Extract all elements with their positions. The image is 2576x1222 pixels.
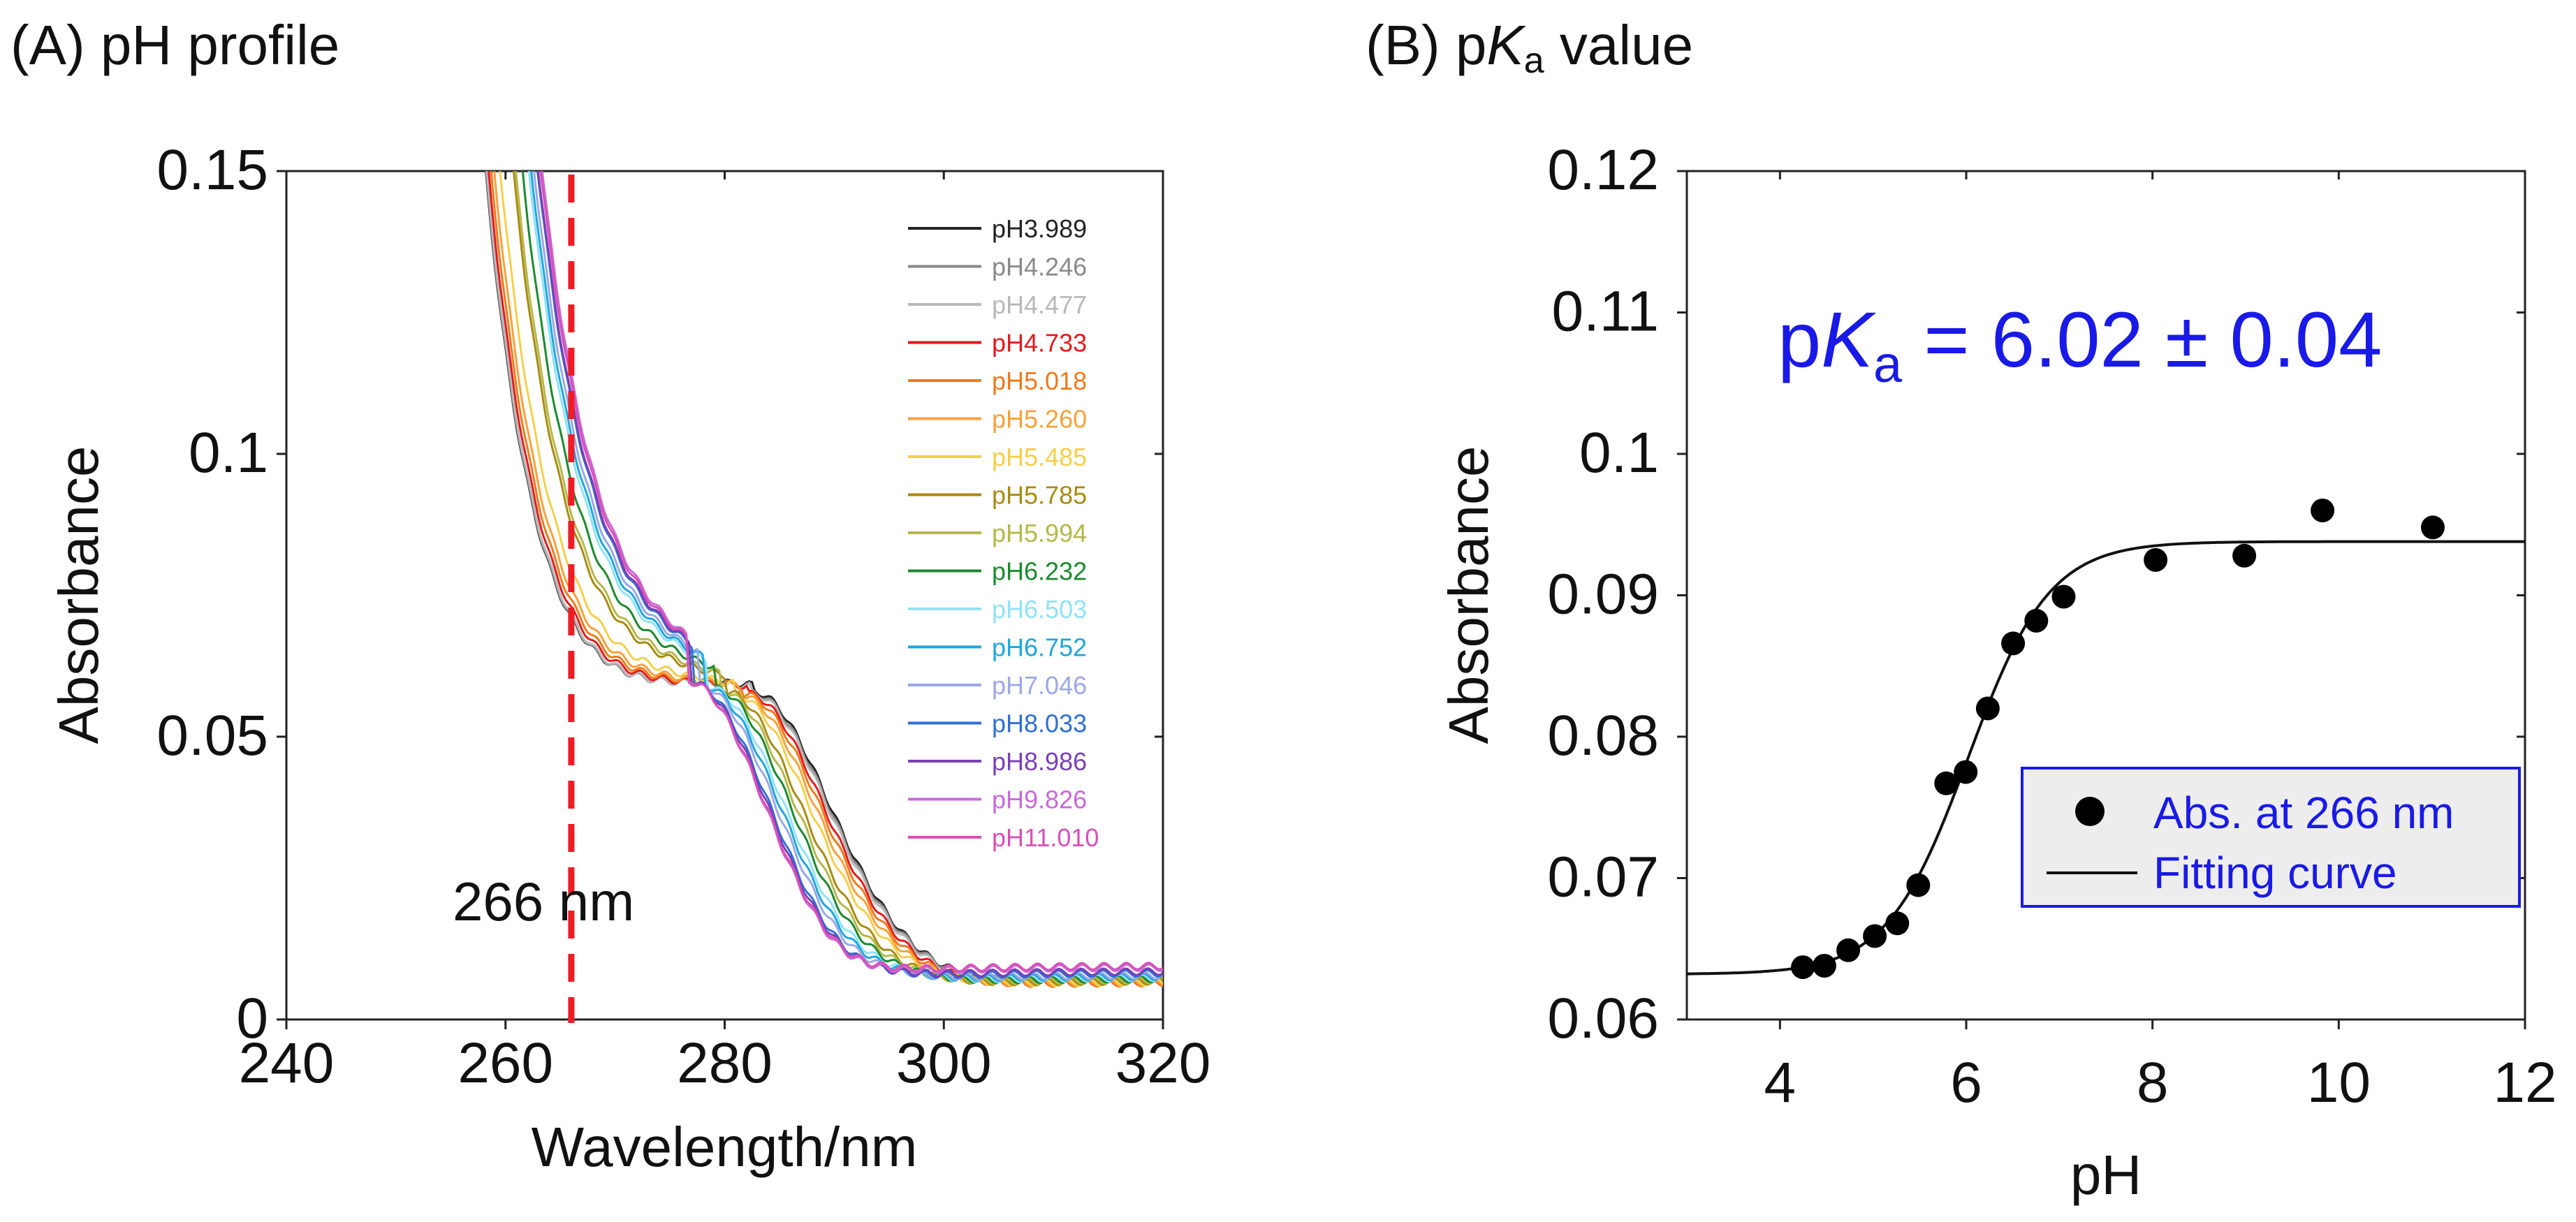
legend-label-pH5.018: pH5.018 — [992, 367, 1087, 395]
spectrum-pH5.018 — [490, 171, 1163, 988]
x-tick-label: 8 — [2137, 1051, 2169, 1114]
data-point — [1906, 873, 1931, 897]
x-tick-label: 12 — [2493, 1051, 2556, 1114]
266nm-marker-label: 266 nm — [453, 871, 634, 932]
panel-a-label: (A) pH profile — [10, 14, 339, 76]
data-point — [2001, 631, 2026, 656]
spectrum-pH7.046 — [533, 171, 1163, 981]
data-point — [1975, 696, 2000, 721]
x-tick-label: 320 — [1115, 1031, 1211, 1095]
panel-a-legend: pH3.989 pH4.246 pH4.477 pH4.733 pH5.018 pH5.2… — [908, 214, 1099, 852]
legend-label-pH4.477: pH4.477 — [992, 290, 1087, 319]
x-tick-label: 240 — [239, 1031, 335, 1095]
legend-label-pH5.260: pH5.260 — [992, 405, 1087, 434]
data-point — [2311, 499, 2335, 522]
legend-label-pH5.485: pH5.485 — [992, 443, 1087, 471]
panel-a: (A) pH profile 0 0.05 0.1 0.15 240 260 280 300… — [10, 14, 1211, 1178]
legend-label-pH9.826: pH9.826 — [992, 786, 1087, 814]
data-point — [2232, 543, 2257, 568]
legend-curve-label: Fitting curve — [2153, 848, 2397, 898]
data-point — [2024, 608, 2049, 633]
y-tick-label: 0.12 — [1547, 138, 1659, 202]
legend-label-pH4.246: pH4.246 — [992, 253, 1087, 281]
data-point — [1812, 954, 1836, 978]
y-tick-label: 0.11 — [1551, 280, 1659, 344]
panel-b-legend: Abs. at 266 nm Fitting curve — [2021, 767, 2521, 908]
legend-label-pH5.785: pH5.785 — [992, 481, 1087, 510]
legend-label-pH4.733: pH4.733 — [992, 329, 1087, 358]
data-point — [2051, 584, 2076, 609]
y-tick-label: 0.1 — [1579, 421, 1659, 485]
x-tick-label: 4 — [1764, 1051, 1796, 1114]
panel-a-y-axis-label: Absorbance — [47, 446, 110, 744]
panel-a-x-ticks: 240 260 280 300 320 — [239, 171, 1211, 1095]
panel-b: (B) pKa value 0.06 0.07 0.08 0.09 0.1 0.11 0.1… — [1366, 14, 2557, 1206]
y-tick-label: 0.09 — [1547, 563, 1659, 626]
y-tick-label: 0.06 — [1547, 987, 1659, 1050]
panel-b-x-ticks: 4 6 8 10 12 — [1764, 171, 2557, 1114]
x-tick-label: 300 — [896, 1031, 992, 1095]
legend-points-label: Abs. at 266 nm — [2153, 788, 2454, 838]
legend-label-pH6.503: pH6.503 — [992, 595, 1087, 624]
y-tick-label: 0.15 — [156, 138, 268, 202]
legend-label-pH8.033: pH8.033 — [992, 709, 1087, 738]
y-tick-label: 0.05 — [156, 704, 268, 767]
x-tick-label: 280 — [677, 1031, 773, 1095]
spectrum-pH8.986 — [536, 171, 1163, 978]
data-point — [1791, 955, 1815, 980]
legend-label-pH3.989: pH3.989 — [992, 214, 1087, 243]
data-point — [1954, 760, 1978, 784]
data-point — [1885, 911, 1910, 936]
spectrum-pH9.826 — [541, 171, 1163, 975]
data-point — [1934, 771, 1959, 795]
y-tick-label: 0.1 — [189, 421, 268, 485]
x-tick-label: 6 — [1950, 1051, 1982, 1114]
x-tick-label: 10 — [2307, 1051, 2371, 1114]
pka-annotation: pKa = 6.02 ± 0.04 — [1778, 296, 2382, 393]
data-point — [1863, 924, 1887, 948]
panel-b-label: (B) pKa value — [1366, 14, 1693, 81]
panel-b-legend-box — [2021, 767, 2521, 908]
spectrum-pH11.010 — [539, 171, 1163, 973]
panel-b-y-ticks: 0.06 0.07 0.08 0.09 0.1 0.11 0.12 — [1547, 138, 2525, 1050]
panel-a-spectra — [485, 171, 1163, 988]
y-tick-label: 0 — [236, 987, 268, 1050]
y-tick-label: 0.08 — [1547, 704, 1659, 767]
x-tick-label: 260 — [458, 1031, 553, 1095]
fitting-curve — [1687, 540, 2525, 976]
data-point — [1836, 938, 1861, 962]
panel-a-x-axis-label: Wavelength/nm — [532, 1116, 918, 1178]
legend-label-pH11.010: pH11.010 — [992, 823, 1099, 852]
panel-b-data-points — [1791, 499, 2445, 980]
legend-point-marker — [2075, 797, 2105, 826]
legend-label-pH5.994: pH5.994 — [992, 519, 1087, 547]
data-point — [2421, 515, 2445, 540]
data-point — [2144, 547, 2168, 572]
legend-label-pH7.046: pH7.046 — [992, 671, 1087, 700]
panel-b-x-axis-label: pH — [2070, 1144, 2142, 1206]
panel-b-y-axis-label: Absorbance — [1437, 446, 1500, 744]
panel-a-y-ticks: 0 0.05 0.1 0.15 — [156, 138, 1163, 1050]
legend-label-pH6.752: pH6.752 — [992, 633, 1087, 662]
legend-label-pH6.232: pH6.232 — [992, 557, 1087, 586]
y-tick-label: 0.07 — [1547, 846, 1659, 909]
legend-label-pH8.986: pH8.986 — [992, 747, 1087, 776]
